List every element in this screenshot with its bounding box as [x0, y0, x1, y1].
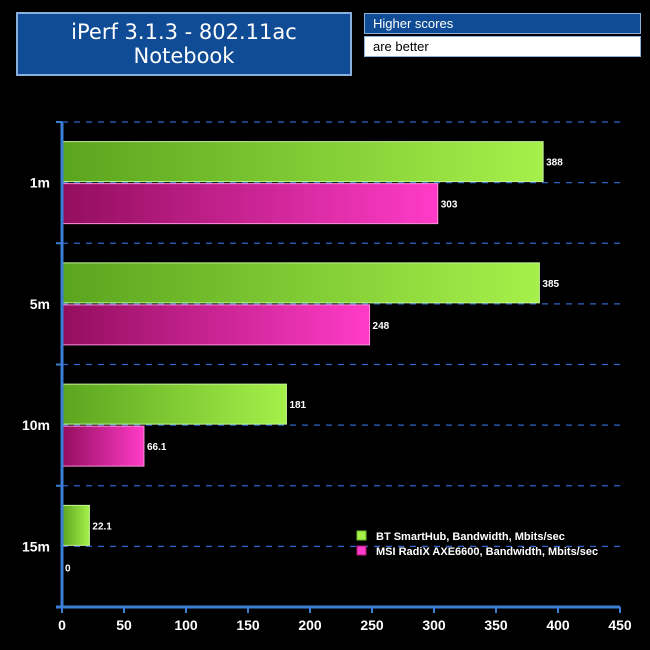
- bar-1m-series1: [61, 141, 544, 183]
- note-higher-scores: Higher scores: [364, 13, 641, 34]
- bar-5m-series2: [61, 304, 371, 346]
- x-tick-label-0: 0: [58, 617, 66, 633]
- category-label-10m: 10m: [22, 417, 50, 433]
- x-tick-label-300: 300: [422, 617, 446, 633]
- data-label-15m-series1: 22.1: [92, 521, 112, 532]
- x-tick-label-150: 150: [236, 617, 260, 633]
- data-label-1m-series2: 303: [441, 200, 458, 211]
- chart-title-box: iPerf 3.1.3 - 802.11ac Notebook: [16, 12, 352, 76]
- data-label-10m-series2: 66.1: [147, 442, 167, 453]
- x-tick-label-100: 100: [174, 617, 198, 633]
- x-tick-label-350: 350: [484, 617, 508, 633]
- category-label-1m: 1m: [30, 175, 50, 191]
- data-label-10m-series1: 181: [289, 400, 306, 411]
- data-label-5m-series1: 385: [542, 279, 559, 290]
- legend: BT SmartHub, Bandwidth, Mbits/sec MSI Rad…: [356, 530, 598, 558]
- x-tick-label-50: 50: [116, 617, 132, 633]
- data-label-1m-series1: 388: [546, 158, 563, 169]
- bar-15m-series1: [61, 504, 90, 546]
- note-are-better: are better: [364, 36, 641, 57]
- bar-10m-series1: [61, 383, 287, 425]
- data-label-15m-series2: 0: [65, 563, 71, 574]
- legend-swatch-series1: [356, 530, 367, 541]
- x-tick-label-250: 250: [360, 617, 384, 633]
- x-tick-label-400: 400: [546, 617, 570, 633]
- x-tick-label-450: 450: [608, 617, 632, 633]
- x-tick-label-200: 200: [298, 617, 322, 633]
- legend-label-series1: BT SmartHub, Bandwidth, Mbits/sec: [376, 531, 565, 543]
- category-label-15m: 15m: [22, 538, 50, 554]
- category-label-5m: 5m: [30, 296, 50, 312]
- axes: 1m 5m 10m 15m 0 50 100 150 200 250 300 350 400 450: [22, 121, 632, 633]
- chart-title-line1: iPerf 3.1.3 - 802.11ac: [71, 20, 297, 44]
- data-label-5m-series2: 248: [373, 321, 390, 332]
- bar-1m-series2: [61, 183, 439, 225]
- bar-5m-series1: [61, 262, 540, 304]
- legend-label-series2: MSI RadiX AXE6600, Bandwidth, Mbits/sec: [376, 546, 598, 558]
- bar-10m-series2: [61, 425, 145, 467]
- legend-swatch-series2: [356, 545, 367, 556]
- chart-title-line2: Notebook: [133, 44, 235, 68]
- bars: 388 303 385 248 181 66.1 22.1 0: [61, 141, 563, 574]
